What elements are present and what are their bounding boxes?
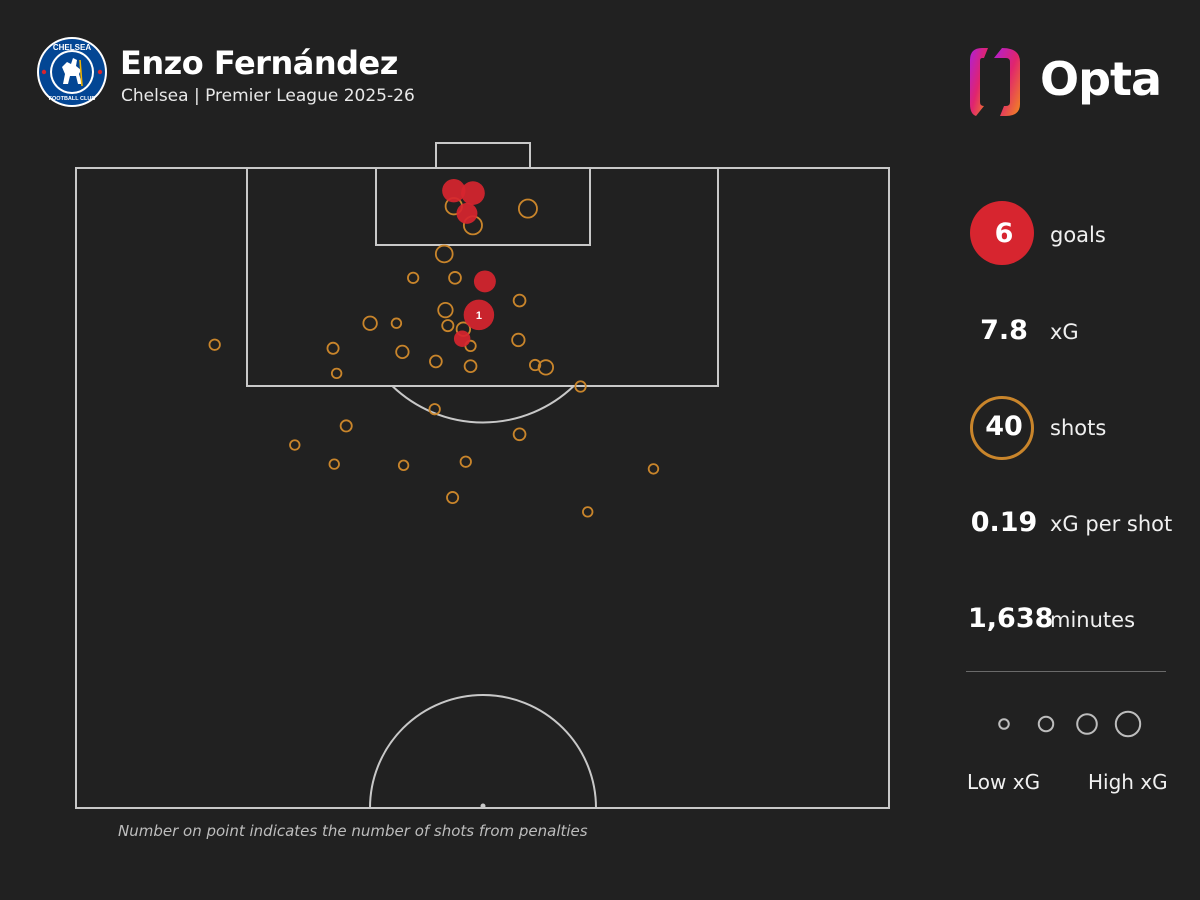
stat-minutes: 1,638 minutes (968, 586, 1188, 656)
legend-low-label: Low xG (967, 770, 1041, 794)
stat-goals: 6 goals (968, 201, 1188, 271)
shot-point (441, 319, 455, 333)
shot-point (528, 358, 542, 372)
shot-point (407, 271, 420, 284)
legend-high-label: High xG (1088, 770, 1168, 794)
goals-value: 6 (994, 218, 1014, 249)
legend-size-circle (998, 718, 1010, 730)
stat-xg: 7.8 xG (968, 298, 1188, 368)
shot-point (330, 367, 343, 380)
shot-point (289, 439, 301, 451)
shot-point (395, 344, 410, 360)
legend-size-circle (1037, 715, 1055, 733)
stat-shots: 40 shots (968, 394, 1188, 464)
goals-layer: 1 (442, 179, 496, 347)
minutes-label: minutes (1050, 608, 1136, 632)
penalty-arc (391, 385, 575, 424)
stats-divider (966, 671, 1166, 672)
shot-point (208, 338, 221, 351)
six-yard-box (375, 167, 591, 246)
goal-point (461, 181, 485, 205)
opta-logo: Opta (962, 44, 1162, 120)
shot-point (397, 459, 410, 471)
shot-point (512, 427, 527, 442)
shot-point (328, 458, 340, 470)
page-subtitle: Chelsea | Premier League 2025-26 (121, 86, 415, 106)
shot-point (362, 315, 378, 331)
shot-point (339, 419, 353, 433)
shot-point (511, 332, 526, 348)
shot-point (437, 301, 454, 319)
xg-value: 7.8 (980, 315, 1028, 346)
goal-point (456, 202, 478, 224)
goal (435, 142, 531, 169)
page-title: Enzo Fernández (120, 44, 398, 82)
shot-point (446, 491, 460, 505)
goal-point (453, 330, 471, 347)
opta-mark-icon (970, 48, 1020, 116)
shot-point (647, 463, 660, 475)
shot-point (448, 271, 462, 285)
footnote: Number on point indicates the number of … (118, 822, 588, 840)
legend-size-circle (1076, 713, 1098, 735)
xg-per-shot-value: 0.19 (970, 507, 1038, 538)
shot-point (434, 244, 454, 264)
shot-point (517, 198, 538, 219)
centre-spot (480, 803, 486, 809)
goal-point (442, 179, 466, 203)
shot-point (537, 359, 554, 376)
goal-point (463, 299, 495, 331)
pitch-outline (75, 167, 890, 809)
minutes-value: 1,638 (968, 603, 1054, 634)
pitch-lines (75, 142, 890, 809)
svg-text:CHELSEA: CHELSEA (53, 43, 91, 52)
svg-text:FOOTBALL CLUB: FOOTBALL CLUB (49, 96, 96, 102)
shot-point (390, 317, 403, 329)
shots-badge (970, 396, 1034, 460)
stat-xg-per-shot: 0.19 xG per shot (968, 490, 1188, 560)
shot-point (429, 354, 443, 369)
xg-per-shot-label: xG per shot (1050, 512, 1173, 536)
chelsea-crest-icon: CHELSEA FOOTBALL CLUB (37, 37, 107, 107)
shots-value: 40 (985, 411, 1023, 442)
shot-point (463, 359, 478, 374)
shot-point (428, 403, 441, 416)
xg-label: xG (1050, 320, 1079, 344)
goal-point (473, 270, 496, 293)
shot-point (582, 506, 594, 518)
shot-point (574, 380, 587, 393)
centre-circle (369, 694, 597, 809)
shot-point (512, 293, 527, 308)
shot-point (326, 341, 340, 355)
xg-size-legend (998, 710, 1142, 738)
goals-badge (970, 201, 1034, 265)
opta-wordmark: Opta (1040, 52, 1162, 106)
legend-size-circle (1114, 710, 1142, 738)
legend-circles (998, 710, 1142, 738)
goals-label: goals (1050, 223, 1106, 247)
shot-point (459, 455, 472, 468)
shot-map: 1 (75, 142, 890, 809)
penalty-count-label: 1 (476, 310, 482, 322)
shots-label: shots (1050, 416, 1107, 440)
